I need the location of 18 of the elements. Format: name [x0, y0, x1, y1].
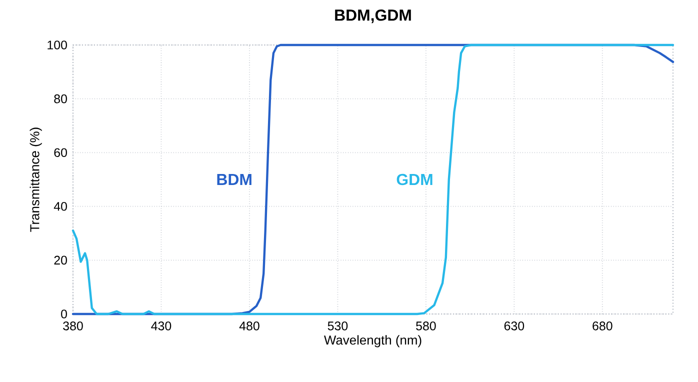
y-tick-label: 80	[54, 94, 67, 104]
chart-title: BDM,GDM	[335, 10, 411, 24]
x-tick-label: 430	[151, 322, 172, 330]
x-tick-label: 380	[63, 322, 83, 330]
y-axis-title: Transmittance (%)	[30, 128, 42, 232]
y-tick-label: 100	[48, 40, 67, 50]
x-tick-label: 580	[416, 322, 436, 330]
y-tick-label: 20	[54, 256, 67, 265]
x-tick-label: 480	[239, 322, 260, 330]
y-tick-label: 40	[54, 202, 67, 211]
x-tick-label: 680	[592, 322, 612, 330]
x-tick-label: 630	[504, 322, 524, 330]
x-tick-label: 530	[328, 322, 348, 330]
y-tick-label: 60	[54, 148, 67, 158]
series-label: GDM	[396, 174, 432, 186]
y-tick-label: 0	[61, 310, 67, 318]
series-label: BDM	[217, 174, 252, 185]
x-axis-title: Wavelength (nm)	[324, 335, 422, 348]
